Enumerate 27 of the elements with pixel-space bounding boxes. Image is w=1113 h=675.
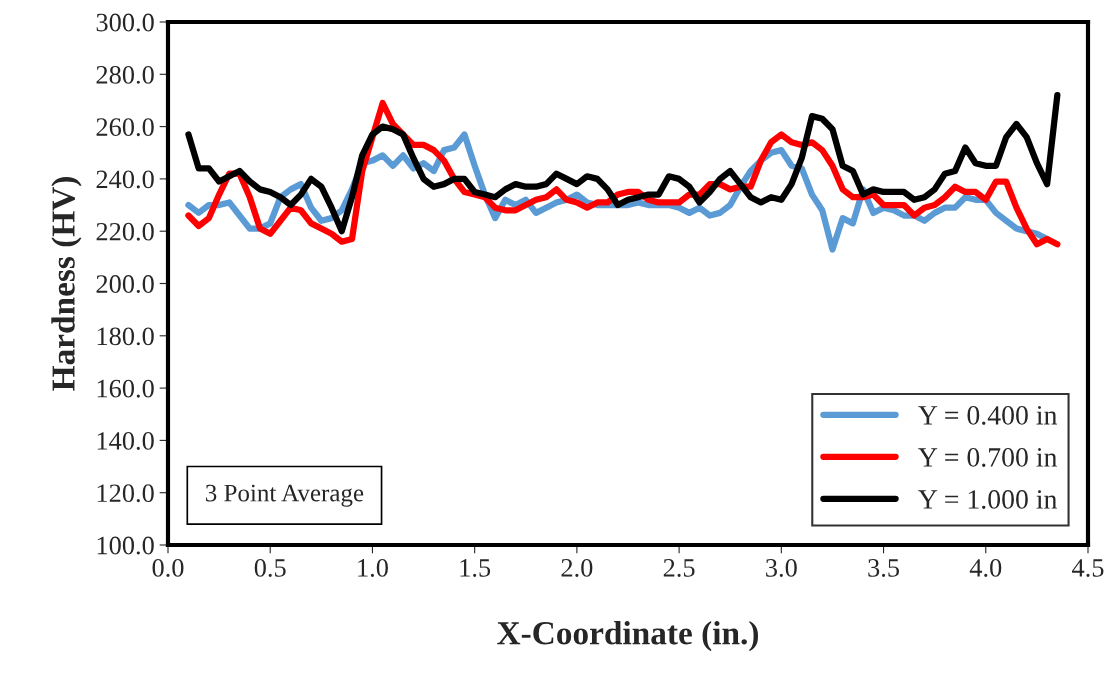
x-tick-label: 2.5 [663,559,695,577]
x-tick-label: 0.0 [152,558,184,577]
legend-label: Y = 0.700 in [918,448,1058,467]
x-tick-label: 3.5 [868,559,900,577]
y-tick-label: 160.0 [97,379,154,398]
x-axis-title: X-Coordinate (in.) [497,621,759,652]
y-tick-label: 220.0 [96,222,154,241]
y-tick-label: 260.0 [96,118,154,137]
y-axis-title: Hardness (HV) [51,177,82,391]
y-tick-label: 180.0 [97,327,154,346]
y-tick-label: 300.0 [96,13,154,32]
y-tick-label: 200.0 [96,275,154,294]
legend-label: Y = 0.400 in [918,406,1058,425]
x-tick-label: 4.5 [1072,559,1104,577]
x-tick-label: 4.0 [969,558,1002,577]
annotation: 3 Point Average [206,484,364,507]
y-tick-label: 240.0 [96,170,154,189]
y-tick-label: 280.0 [96,65,154,84]
y-tick-label: 120.0 [97,484,154,503]
x-tick-label: 1.0 [358,558,388,577]
x-tick-label: 3.0 [766,558,797,577]
x-tick-label: 2.0 [561,558,593,577]
y-tick-label: 140.0 [97,432,154,450]
x-tick-label: 0.5 [254,558,286,577]
x-tick-label: 1.5 [460,559,491,577]
y-tick-label: 100.0 [97,536,154,555]
legend-label: Y = 1.000 in [918,490,1058,509]
